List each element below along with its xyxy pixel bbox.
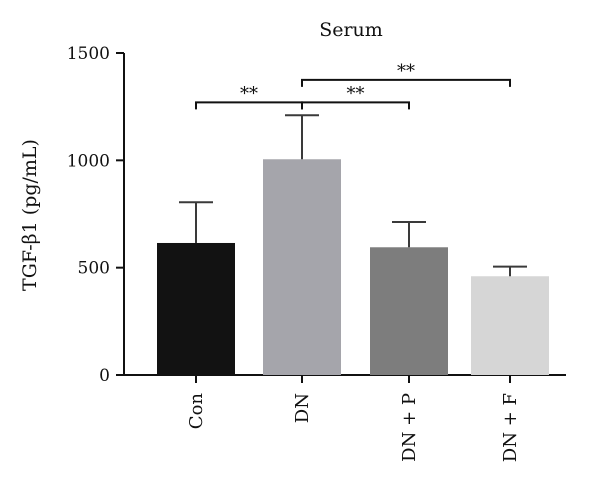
bar-dn (263, 159, 341, 375)
bar-con (157, 242, 235, 375)
significance-bracket-2 (301, 101, 410, 110)
x-tick-label-dn-f: DN + F (500, 393, 521, 462)
y-tick-label-1000: 1000 (67, 151, 110, 171)
significance-label-3: ** (397, 61, 415, 82)
bar-dn-p (370, 247, 448, 375)
y-axis-label: TGF-β1 (pg/mL) (19, 139, 41, 291)
x-tick-label-dn: DN (292, 393, 313, 423)
significance-bracket-3 (301, 78, 511, 87)
x-tick-label-dn-p: DN + P (399, 393, 420, 462)
significance-label-1: ** (240, 83, 258, 104)
x-tick-label-con: Con (186, 393, 207, 430)
y-tick-label-500: 500 (78, 259, 110, 279)
bar-dn-f (471, 276, 549, 375)
y-tick-label-1500: 1500 (67, 44, 110, 64)
chart-title: Serum (319, 19, 383, 41)
significance-label-2: ** (347, 83, 365, 104)
y-tick-label-0: 0 (99, 366, 110, 386)
